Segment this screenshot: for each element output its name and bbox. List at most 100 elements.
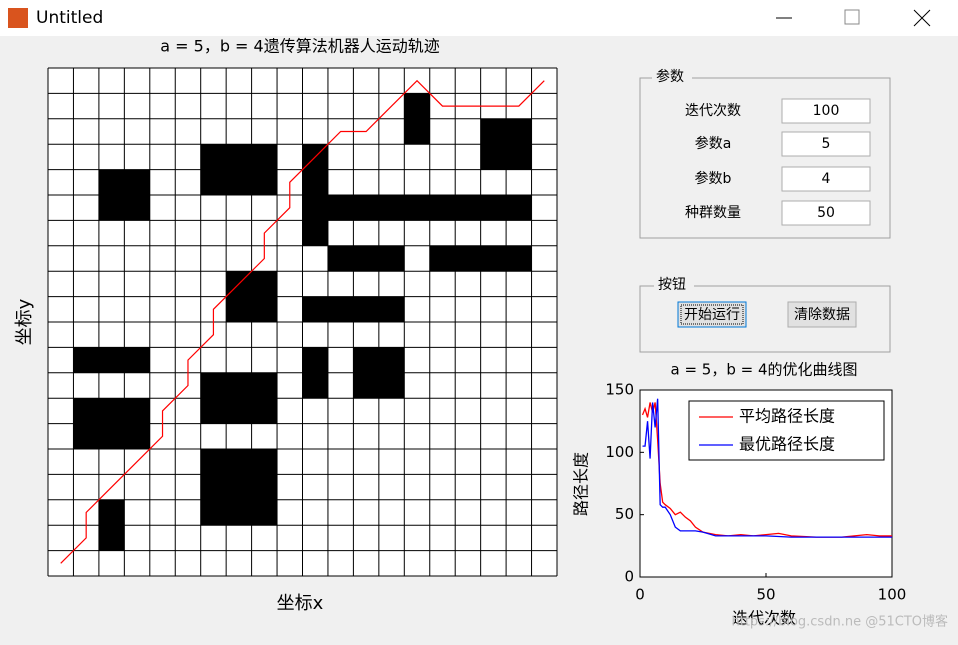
y-tick-label: 150: [605, 381, 634, 399]
title-bar: [0, 0, 958, 36]
edit-box[interactable]: [781, 98, 871, 124]
obstacle-cell: [200, 169, 227, 195]
button-label[interactable]: 开始运行: [684, 307, 740, 323]
edit-box[interactable]: [781, 131, 871, 157]
obstacle-cell: [378, 347, 405, 373]
obstacle-cell: [506, 144, 532, 170]
app-icon: [8, 8, 28, 28]
legend-label: 平均路径长度: [739, 407, 835, 426]
obstacle-cell: [251, 296, 278, 322]
obstacle-cell: [353, 296, 379, 322]
button[interactable]: [787, 301, 857, 328]
field-label: 迭代次数: [685, 103, 741, 119]
obstacle-cell: [200, 372, 227, 399]
obstacle-cell: [251, 449, 278, 475]
obstacle-cell: [480, 195, 507, 221]
obstacle-cell: [226, 449, 252, 475]
obstacle-cell: [429, 195, 456, 221]
obstacle-cell: [226, 499, 252, 526]
obstacle-cell: [226, 169, 252, 195]
legend-label: 最优路径长度: [739, 435, 835, 454]
field-value: 5: [822, 136, 831, 152]
obstacle-cell: [353, 195, 379, 221]
line-chart: a = 5，b = 4的优化曲线图 迭代次数 路径长度 0 50 100 150 0 50…: [572, 361, 907, 628]
button-label[interactable]: 清除数据: [794, 307, 850, 323]
obstacle-cell: [98, 525, 125, 551]
field-value: 100: [813, 103, 840, 119]
obstacle-cell: [73, 347, 99, 373]
group-box: [639, 77, 891, 239]
chart-title: a = 5，b = 4的优化曲线图: [670, 361, 857, 379]
obstacle-cell: [98, 499, 125, 526]
x-axis-label: 迭代次数: [732, 609, 796, 628]
map-ylabel: 坐标y: [14, 298, 35, 345]
obstacle-cell: [378, 296, 405, 322]
obstacle-cell: [302, 347, 328, 373]
obstacle-cell: [251, 398, 278, 424]
close-button[interactable]: [913, 9, 931, 27]
obstacle-cell: [200, 474, 227, 500]
obstacle-cell: [506, 195, 532, 221]
obstacle-cell: [226, 372, 252, 399]
obstacle-cell: [124, 169, 150, 195]
obstacle-cell: [480, 144, 507, 170]
obstacle-cell: [302, 296, 328, 322]
field-value: 50: [817, 205, 835, 221]
obstacle-cell: [404, 195, 430, 221]
button[interactable]: [677, 301, 747, 328]
obstacle-cell: [226, 474, 252, 500]
window-title: Untitled: [36, 8, 103, 28]
field-value: 4: [822, 171, 831, 187]
params-group: 参数: [639, 68, 891, 239]
obstacle-cell: [455, 195, 481, 221]
obstacle-cell: [124, 423, 150, 449]
obstacle-cell: [251, 271, 278, 297]
obstacle-cell: [378, 245, 405, 272]
map-title: a = 5，b = 4遗传算法机器人运动轨迹: [160, 37, 439, 56]
obstacle-cell: [327, 245, 354, 272]
obstacle-cell: [251, 372, 278, 399]
map-chart: a = 5，b = 4遗传算法机器人运动轨迹 坐标x 坐标y: [14, 37, 558, 614]
obstacle-cell: [98, 423, 125, 449]
map-xlabel: 坐标x: [277, 593, 324, 614]
obstacle-cell: [404, 118, 430, 145]
obstacle-cell: [226, 144, 252, 170]
field-label: 参数a: [695, 135, 732, 152]
obstacle-cell: [327, 296, 354, 322]
obstacle-cell: [98, 169, 125, 195]
obstacle-cell: [378, 372, 405, 399]
obstacle-cell: [98, 195, 125, 221]
obstacle-cell: [226, 296, 252, 322]
watermark: https://blog.csdn.ne @51CTO博客: [731, 614, 948, 630]
robot-path: [60, 79, 545, 564]
group-label-bg: [652, 68, 692, 86]
obstacle-cell: [200, 449, 227, 475]
obstacle-cell: [302, 169, 328, 195]
edit-box[interactable]: [781, 166, 871, 192]
obstacle-cell: [251, 474, 278, 500]
obstacle-cell: [124, 398, 150, 424]
obstacle-cell: [98, 398, 125, 424]
buttons-group: 按钮: [639, 276, 891, 353]
obstacle-cell: [327, 195, 354, 221]
obstacle-cell: [353, 245, 379, 272]
y-axis-label: 路径长度: [572, 452, 591, 516]
obstacle-cell: [480, 118, 507, 145]
focus-ring: [680, 304, 744, 325]
obstacle-cell: [200, 398, 227, 424]
obstacle-cell: [124, 195, 150, 221]
series-line: [642, 398, 892, 538]
x-tick-label: 100: [878, 586, 907, 604]
obstacle-cell: [480, 245, 507, 272]
obstacle-cell: [251, 144, 278, 170]
obstacle-cell: [302, 220, 328, 246]
group-title: 按钮: [658, 277, 686, 293]
obstacle-cell: [455, 245, 481, 272]
y-tick-label: 100: [605, 443, 634, 461]
obstacle-cell: [353, 347, 379, 373]
maximize-button[interactable]: [844, 9, 860, 25]
edit-box[interactable]: [781, 200, 871, 226]
field-label: 参数b: [695, 170, 732, 187]
obstacle-cell: [200, 499, 227, 526]
